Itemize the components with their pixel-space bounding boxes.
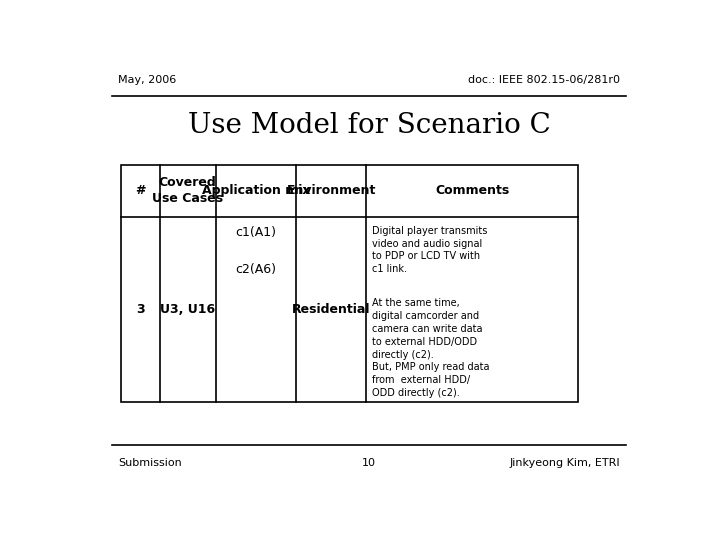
Text: doc.: IEEE 802.15-06/281r0: doc.: IEEE 802.15-06/281r0 [468,76,620,85]
Text: Use Model for Scenario C: Use Model for Scenario C [188,112,550,139]
Text: #: # [135,184,145,197]
Text: Residential: Residential [292,302,371,315]
Text: Comments: Comments [435,184,509,197]
Text: c2(A6): c2(A6) [235,263,276,276]
Text: Environment: Environment [287,184,376,197]
Bar [121,165,578,402]
Text: May, 2006: May, 2006 [118,76,176,85]
Text: Covered
Use Cases: Covered Use Cases [152,176,223,205]
Text: U3, U16: U3, U16 [160,302,215,315]
Text: At the same time,
digital camcorder and
camera can write data
to external HDD/OD: At the same time, digital camcorder and … [372,299,490,398]
Text: 3: 3 [136,302,145,315]
Text: 10: 10 [362,458,376,468]
Text: c1(A1): c1(A1) [235,226,276,239]
Text: Submission: Submission [118,458,181,468]
Text: Digital player transmits
video and audio signal
to PDP or LCD TV with
c1 link.: Digital player transmits video and audio… [372,226,487,274]
Text: Application mix: Application mix [202,184,310,197]
Text: Jinkyeong Kim, ETRI: Jinkyeong Kim, ETRI [510,458,620,468]
